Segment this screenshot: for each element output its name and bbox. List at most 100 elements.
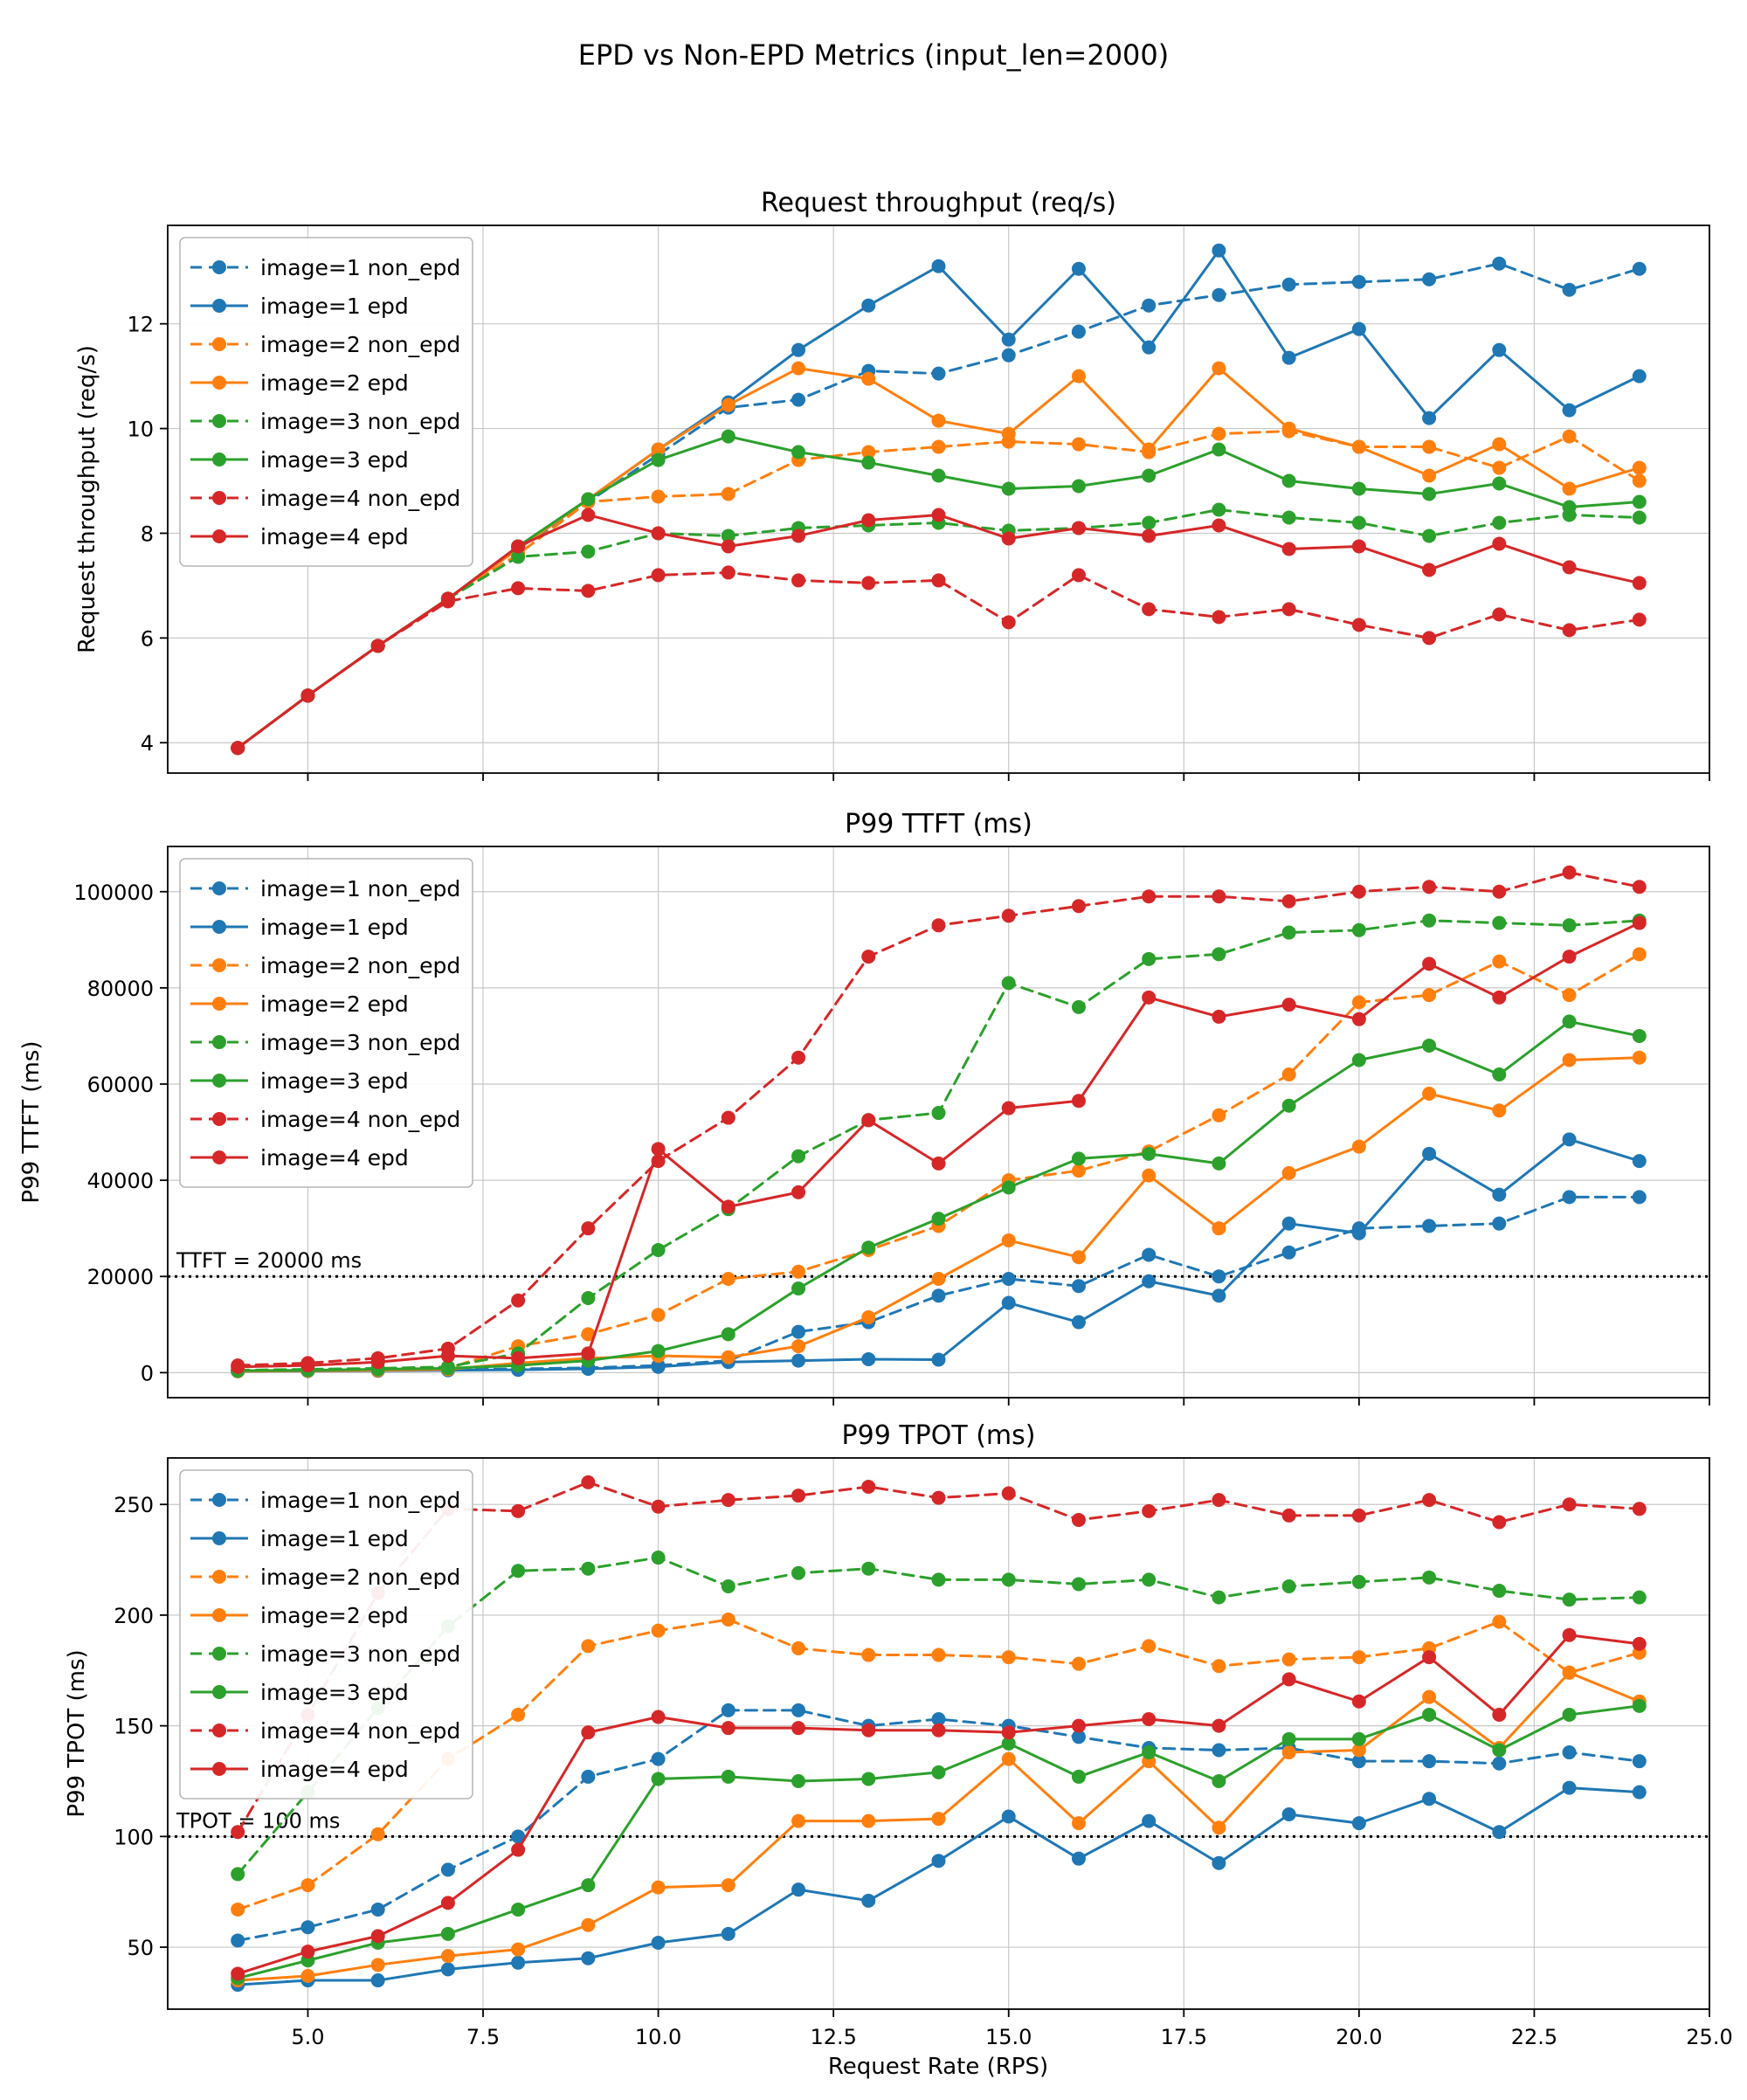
legend-sample-marker (212, 1035, 226, 1049)
y-tick-label: 6 (141, 626, 154, 651)
data-point-marker (1562, 560, 1577, 575)
data-point-marker (721, 487, 735, 501)
data-point-marker (651, 1551, 666, 1565)
data-point-marker (1142, 442, 1157, 457)
data-point-marker (651, 452, 666, 467)
data-point-marker (1632, 1154, 1647, 1169)
data-point-marker (791, 342, 806, 357)
data-point-marker (1492, 607, 1507, 622)
data-point-marker (1562, 1627, 1577, 1642)
data-point-marker (651, 442, 666, 457)
data-point-marker (791, 361, 806, 376)
data-point-marker (1422, 487, 1437, 501)
data-point-marker (1422, 1219, 1437, 1233)
data-point-marker (1632, 915, 1647, 930)
data-point-marker (231, 1867, 245, 1882)
y-tick-label: 40000 (87, 1169, 154, 1193)
data-point-marker (511, 1955, 526, 1970)
legend-entry-label: image=2 non_epd (260, 1565, 460, 1590)
data-point-marker (861, 513, 876, 528)
series-markers-image=3-epd (231, 1698, 1647, 1986)
data-point-marker (1351, 884, 1366, 899)
data-point-marker (931, 1648, 946, 1662)
legend-entry-label: image=3 non_epd (260, 1030, 460, 1055)
data-point-marker (791, 1050, 806, 1065)
data-point-marker (581, 508, 596, 522)
y-tick-label: 80000 (87, 977, 154, 1001)
data-point-marker (1142, 1813, 1157, 1828)
data-point-marker (1212, 1009, 1226, 1024)
data-point-marker (721, 1769, 735, 1784)
data-point-marker (1071, 1577, 1086, 1592)
data-point-marker (791, 1324, 806, 1339)
legend-sample-marker (212, 299, 226, 313)
data-point-marker (1001, 1101, 1016, 1116)
data-point-marker (861, 1479, 876, 1494)
chart-title: P99 TTFT (ms) (845, 809, 1032, 839)
data-point-marker (791, 1149, 806, 1164)
data-point-marker (1632, 947, 1647, 962)
data-point-marker (861, 950, 876, 964)
data-point-marker (931, 1765, 946, 1779)
data-point-marker (1562, 1780, 1577, 1795)
axes-frame (167, 1457, 1710, 2010)
data-point-marker (721, 1271, 735, 1286)
data-point-marker (1071, 1250, 1086, 1265)
data-point-marker (581, 544, 596, 559)
x-tick-label: 5.0 (291, 2025, 324, 2049)
data-point-marker (931, 1156, 946, 1171)
data-point-marker (1281, 1652, 1296, 1667)
x-ticks (307, 1398, 1710, 1406)
data-point-marker (581, 584, 596, 598)
legend-sample-marker (212, 529, 226, 543)
data-point-marker (1142, 889, 1157, 904)
threshold-label: TPOT = 100 ms (176, 1808, 340, 1833)
data-point-marker (1142, 1712, 1157, 1727)
data-point-marker (1212, 889, 1226, 904)
axes-frame (167, 846, 1710, 1399)
data-point-marker (1212, 1108, 1226, 1123)
data-point-marker (1001, 1751, 1016, 1766)
legend-sample-marker (212, 881, 226, 895)
data-point-marker (1281, 1672, 1296, 1687)
data-point-marker (511, 1842, 526, 1857)
data-point-marker (931, 1352, 946, 1367)
data-point-marker (1071, 1094, 1086, 1109)
data-point-marker (511, 1293, 526, 1308)
data-point-marker (1212, 1590, 1226, 1605)
legend-entry-label: image=1 epd (260, 1526, 409, 1551)
y-tick-label: 250 (114, 1493, 154, 1517)
data-point-marker (931, 1106, 946, 1121)
series-markers-image=4-epd (231, 915, 1647, 1374)
legend-box (179, 237, 473, 567)
data-point-marker (1351, 1650, 1366, 1665)
series-markers-image=4-non_epd (231, 565, 1647, 756)
data-point-marker (1492, 460, 1507, 475)
y-tick-label: 50 (127, 1936, 154, 1960)
series-line-image=2-non_epd (236, 1618, 1641, 1911)
data-point-marker (651, 1710, 666, 1724)
x-tick-label: 20.0 (1336, 2025, 1382, 2049)
data-point-marker (651, 1623, 666, 1638)
data-point-marker (1071, 1656, 1086, 1671)
data-point-marker (1351, 618, 1366, 632)
data-point-marker (231, 741, 245, 756)
data-point-marker (1212, 426, 1226, 441)
data-point-marker (1212, 610, 1226, 625)
data-point-marker (791, 1565, 806, 1580)
data-point-marker (1562, 623, 1577, 638)
legend-sample-marker (212, 1074, 226, 1088)
data-point-marker (1212, 947, 1226, 962)
data-point-marker (1562, 1132, 1577, 1147)
data-point-marker (1422, 1087, 1437, 1102)
data-point-marker (511, 1942, 526, 1957)
y-tick-label: 12 (127, 313, 154, 337)
data-point-marker (1281, 277, 1296, 292)
data-point-marker (1492, 1584, 1507, 1599)
data-point-marker (370, 1958, 385, 1972)
data-point-marker (861, 576, 876, 591)
data-point-marker (1351, 1754, 1366, 1769)
data-point-marker (1071, 1816, 1086, 1831)
x-tick-label: 10.0 (635, 2025, 681, 2049)
